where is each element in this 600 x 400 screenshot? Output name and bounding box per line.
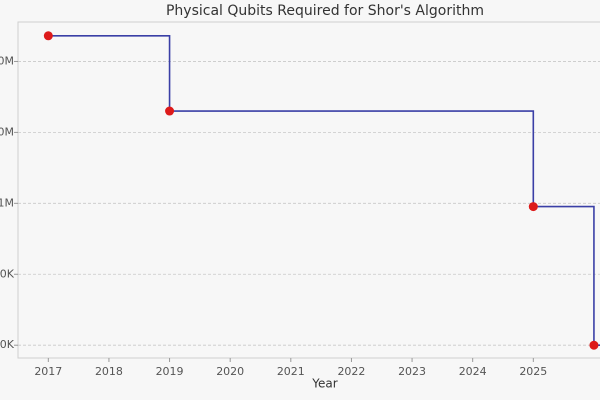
y-tick-label: 10M bbox=[0, 125, 14, 138]
y-tick-label: 100M bbox=[0, 54, 14, 67]
x-tick-label: 2017 bbox=[34, 365, 62, 378]
x-tick-label: 2024 bbox=[459, 365, 487, 378]
x-tick-label: 2025 bbox=[519, 365, 547, 378]
data-point bbox=[589, 340, 599, 350]
data-point bbox=[528, 202, 538, 212]
data-point bbox=[43, 31, 53, 41]
x-tick-label: 2023 bbox=[398, 365, 426, 378]
x-tick-label: 2019 bbox=[156, 365, 184, 378]
x-axis-label: Year bbox=[311, 377, 337, 391]
x-tick-label: 2020 bbox=[216, 365, 244, 378]
step-line bbox=[48, 35, 600, 346]
chart-title: Physical Qubits Required for Shor's Algo… bbox=[166, 3, 484, 19]
data-point bbox=[165, 106, 175, 116]
y-tick-label: 100K bbox=[0, 267, 15, 280]
x-tick-label: 2021 bbox=[277, 365, 305, 378]
x-tick-label: 2018 bbox=[95, 365, 123, 378]
y-tick-label: 1M bbox=[0, 196, 14, 209]
x-tick-label: 2022 bbox=[337, 365, 365, 378]
y-tick-label: 10K bbox=[0, 338, 15, 351]
plot-area bbox=[17, 21, 600, 359]
